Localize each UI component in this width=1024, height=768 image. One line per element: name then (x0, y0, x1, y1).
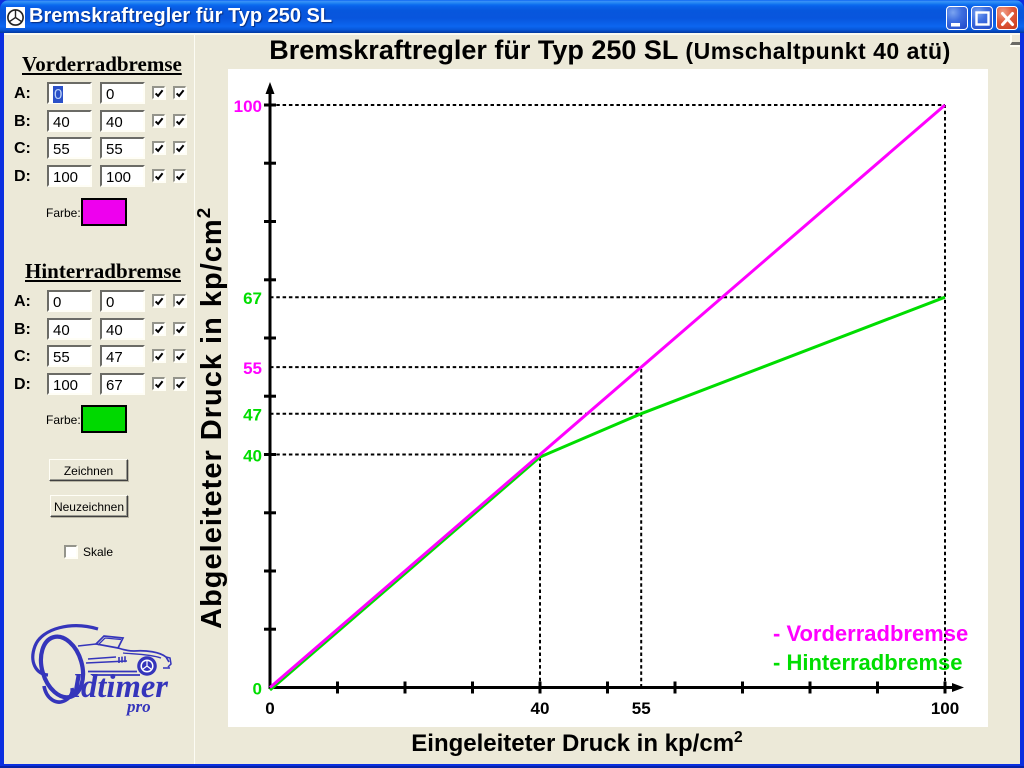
svg-text:100: 100 (931, 699, 959, 718)
svg-text:pro: pro (125, 697, 151, 716)
svg-text:- Hinterradbremse: - Hinterradbremse (773, 650, 963, 675)
svg-text:0: 0 (253, 680, 262, 699)
svg-text:0: 0 (265, 699, 274, 718)
svg-text:55: 55 (632, 699, 651, 718)
svg-text:- Vorderradbremse: - Vorderradbremse (773, 621, 968, 646)
svg-text:55: 55 (243, 359, 262, 378)
svg-text:100: 100 (234, 97, 262, 116)
svg-text:40: 40 (243, 447, 262, 466)
svg-text:40: 40 (531, 699, 550, 718)
svg-text:47: 47 (243, 406, 262, 425)
svg-text:67: 67 (243, 289, 262, 308)
svg-text:ldtimer: ldtimer (72, 669, 169, 705)
